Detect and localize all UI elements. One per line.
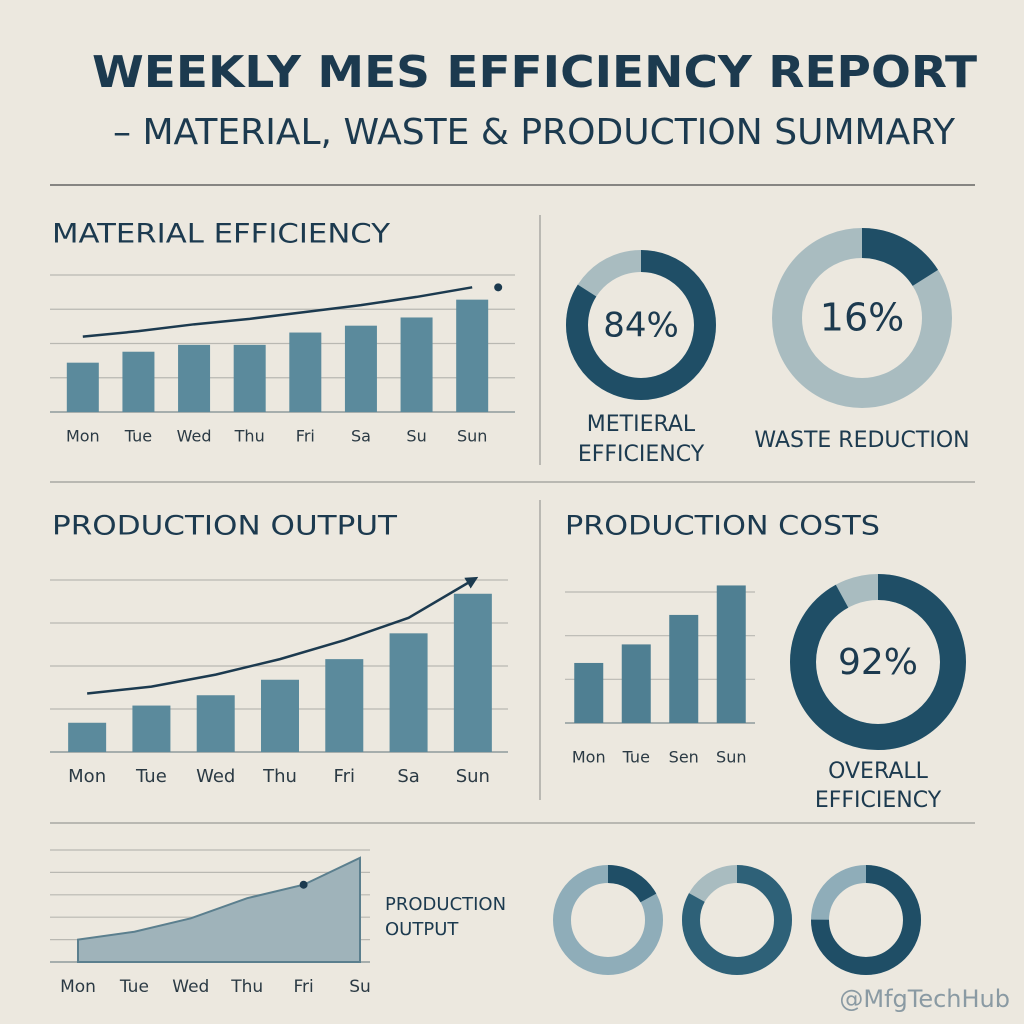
- bar: [122, 351, 155, 412]
- bar: [389, 633, 428, 752]
- donut-arc: [553, 865, 663, 975]
- x-tick-label: Wed: [172, 977, 209, 997]
- bar: [716, 585, 746, 723]
- bar: [574, 662, 604, 723]
- trend-line: [82, 286, 473, 338]
- x-tick-label: Fri: [334, 766, 355, 787]
- donut-value: 92%: [838, 642, 918, 683]
- donut-arc: [682, 865, 792, 975]
- x-tick-label: Thu: [262, 766, 297, 787]
- area: [77, 856, 361, 963]
- x-tick-label: Sun: [456, 766, 490, 787]
- x-tick-label: Thu: [234, 427, 265, 446]
- donut-value: 84%: [603, 306, 679, 346]
- bar: [325, 659, 364, 752]
- bar: [669, 614, 699, 723]
- chart-label: OUTPUT: [385, 919, 459, 940]
- x-tick-label: Tue: [119, 977, 149, 997]
- donut-label: WASTE REDUCTION: [754, 428, 969, 453]
- x-tick-label: Thu: [230, 977, 263, 997]
- area-point: [299, 880, 308, 889]
- page-title: WEEKLY MES EFFICIENCY REPORT: [92, 47, 977, 98]
- x-tick-label: Mon: [68, 766, 106, 787]
- x-tick-label: Mon: [66, 427, 100, 446]
- page-subtitle: – MATERIAL, WASTE & PRODUCTION SUMMARY: [113, 112, 956, 153]
- x-tick-label: Wed: [177, 427, 212, 446]
- bar: [261, 679, 299, 752]
- bar: [289, 332, 322, 412]
- bar: [178, 344, 211, 412]
- x-tick-label: Wed: [196, 766, 235, 787]
- donut-arc: [566, 250, 716, 400]
- bar: [453, 593, 492, 752]
- bar: [456, 299, 489, 412]
- chart-title: PRODUCTION COSTS: [565, 511, 880, 542]
- donut-label: METIERAL: [587, 412, 696, 437]
- chart-label: PRODUCTION: [385, 894, 506, 915]
- trend-point: [494, 283, 503, 292]
- x-tick-label: Sun: [716, 748, 746, 767]
- bar: [233, 344, 266, 412]
- donut-value: 16%: [820, 296, 904, 340]
- bar: [344, 325, 377, 412]
- x-tick-label: Mon: [572, 748, 606, 767]
- bar: [132, 705, 171, 752]
- donut-label: OVERALL: [828, 759, 929, 784]
- watermark: @MfgTechHub: [839, 985, 1010, 1013]
- bar: [196, 695, 235, 752]
- x-tick-label: Su: [406, 427, 426, 446]
- x-tick-label: Tue: [124, 427, 152, 446]
- donut-label: EFFICIENCY: [578, 442, 705, 467]
- x-tick-label: Su: [349, 977, 371, 997]
- x-tick-label: Sun: [457, 427, 487, 446]
- x-tick-label: Tue: [135, 766, 167, 787]
- donut-arc: [772, 228, 952, 408]
- x-tick-label: Mon: [60, 977, 96, 997]
- donut-label: EFFICIENCY: [815, 788, 942, 813]
- x-tick-label: Sa: [397, 766, 419, 787]
- chart-title: MATERIAL EFFICIENCY: [52, 219, 391, 250]
- x-tick-label: Fri: [293, 977, 313, 997]
- x-tick-label: Sa: [351, 427, 371, 446]
- bar: [66, 362, 99, 412]
- donut-arc: [790, 574, 966, 750]
- chart-title: PRODUCTION OUTPUT: [52, 511, 398, 542]
- bar: [621, 644, 651, 723]
- x-tick-label: Sen: [669, 748, 699, 767]
- donut-arc: [811, 865, 921, 975]
- x-tick-label: Fri: [296, 427, 315, 446]
- x-tick-label: Tue: [622, 748, 650, 767]
- trend-line: [87, 576, 479, 695]
- bar: [400, 317, 433, 412]
- bar: [68, 722, 107, 752]
